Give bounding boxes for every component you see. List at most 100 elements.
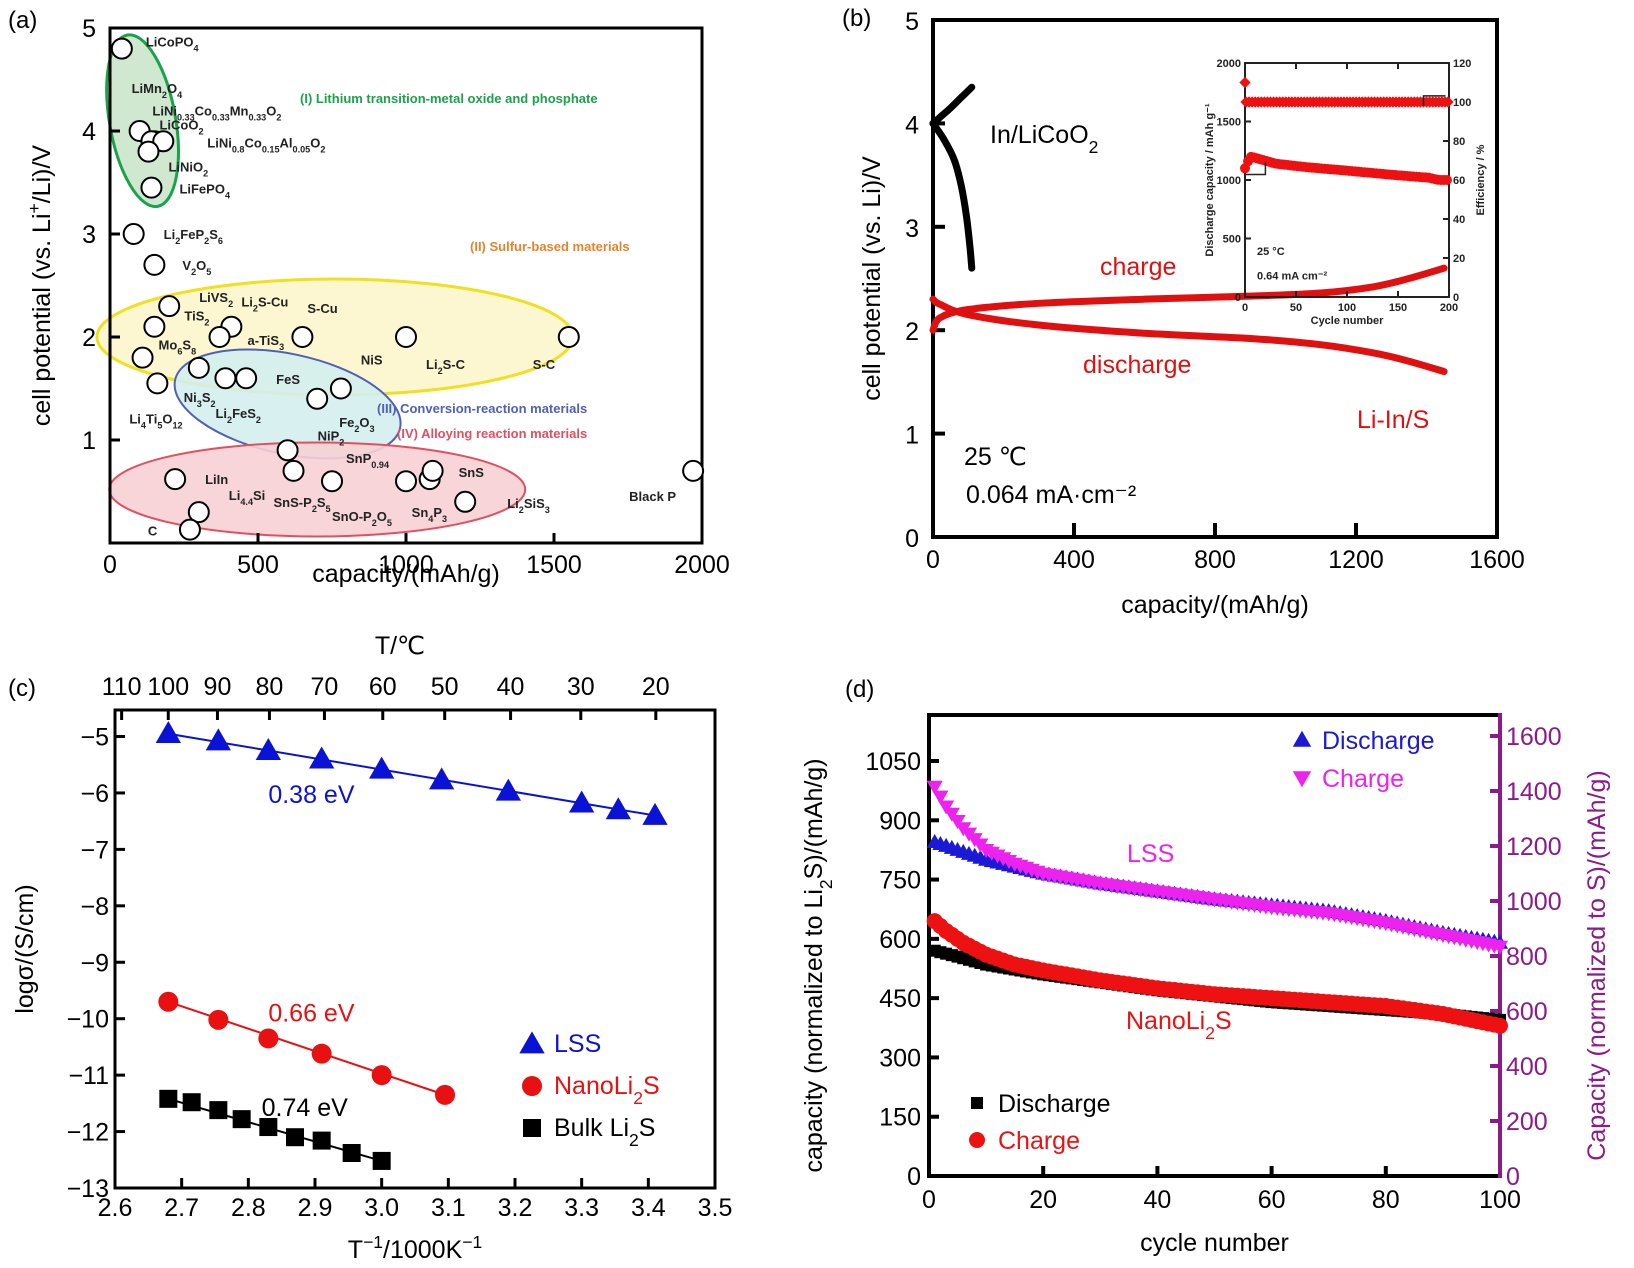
y-tick-label-b: 4 (905, 111, 919, 139)
point-label-a: Li2S-Cu (241, 295, 288, 314)
y-tick-label-right-d: 1600 (1506, 723, 1562, 751)
inset-y-label-left: Discharge capacity / mAh g⁻¹ (1204, 103, 1216, 256)
data-point-d (1492, 1017, 1508, 1034)
data-point-c (155, 721, 181, 744)
x-axis-label-c: T−1/1000K−1 (348, 1232, 482, 1264)
legend-marker-top-d (1292, 771, 1312, 788)
point-label-a: LiNiO2 (168, 160, 208, 179)
inset-arrow-right (1422, 95, 1446, 106)
data-point-c (605, 797, 631, 820)
inset-x-tick-label: 50 (1290, 302, 1302, 314)
data-point-c (259, 1118, 278, 1137)
data-point-c (209, 1101, 228, 1120)
x-tick-label-c: 2.6 (98, 1194, 133, 1222)
point-label-a: Mo6S8 (159, 338, 197, 357)
annotation-in-licoo2: In/LiCoO2 (990, 121, 1098, 157)
x-tick-label-c: 2.7 (164, 1194, 199, 1222)
annotation-discharge: discharge (1083, 351, 1191, 379)
y-tick-label-right-d: 0 (1506, 1163, 1520, 1191)
inset-efficiency-point (1442, 96, 1454, 108)
top-tick-label-c: 60 (369, 673, 397, 701)
data-point-a (158, 295, 181, 318)
region-I-title: (I) Lithium transition-metal oxide and p… (300, 91, 598, 106)
y-tick-label-c: −6 (80, 780, 109, 808)
x-tick-label-c: 2.9 (298, 1194, 333, 1222)
x-tick-label-b: 800 (1194, 546, 1236, 574)
data-point-d (938, 800, 955, 815)
inset-x-tick-label: 100 (1338, 302, 1356, 314)
x-tick-label-a: 1500 (526, 551, 582, 579)
data-point-a (321, 470, 343, 493)
data-point-a (454, 490, 477, 513)
annotation-current: 0.064 mA·cm⁻² (966, 481, 1136, 509)
annotation-li-in-s: Li-In/S (1357, 406, 1429, 434)
data-point-d (932, 790, 949, 805)
point-label-a: LiVS2 (199, 290, 233, 309)
data-point-c (182, 1093, 201, 1112)
inset-capacity-point (1441, 175, 1452, 185)
data-point-c (495, 778, 521, 801)
fit-line-c (168, 732, 656, 817)
y-tick-label-right-d: 1400 (1506, 778, 1562, 806)
legend-marker-bottom-d (969, 1132, 985, 1148)
top-tick-label-c: 110 (102, 673, 142, 701)
y-tick-label-left-d: 600 (879, 926, 921, 954)
x-axis-label-d: cycle number (1140, 1229, 1289, 1257)
x-tick-label-d: 60 (1258, 1186, 1286, 1214)
panel-label-b: (b) (842, 5, 871, 32)
data-point-a (276, 439, 299, 462)
point-label-a: Sn4P3 (412, 505, 447, 524)
y-tick-label-c: −8 (80, 893, 109, 921)
y-tick-label-right-d: 400 (1506, 1053, 1548, 1081)
legend-label-top-d: Discharge (1322, 727, 1435, 755)
x-tick-label-b: 0 (926, 546, 940, 574)
x-axis-label-b: capacity/(mAh/g) (1121, 591, 1309, 619)
point-label-a: LiIn (205, 472, 228, 487)
region-III-title: (III) Conversion-reaction materials (377, 401, 587, 416)
y-axis-label-right-d: Capacity (normalized to S)/(mAh/g) (1583, 770, 1611, 1160)
y-tick-label-left-d: 0 (907, 1163, 921, 1191)
point-label-a: NiS (361, 353, 383, 368)
point-label-a: Li2S-C (426, 357, 466, 376)
y-tick-label-c: −9 (80, 949, 109, 977)
point-label-a: LiFePO4 (179, 182, 231, 201)
x-axis-label-a: capacity/(mAh/g) (312, 560, 500, 588)
annotation-temp: 25 ℃ (964, 443, 1027, 471)
legend-marker-c (519, 1031, 545, 1054)
series-line-b (929, 119, 976, 272)
x-tick-label-c: 3.1 (431, 1194, 466, 1222)
data-point-a (110, 37, 133, 60)
activation-energy-label: 0.66 eV (268, 1000, 355, 1028)
point-label-a: Black P (629, 489, 676, 504)
data-point-a (143, 315, 166, 338)
y-tick-label-a: 2 (82, 324, 96, 352)
top-tick-label-c: 90 (204, 673, 232, 701)
legend-label-c: NanoLi2S (554, 1072, 660, 1108)
y-tick-label-c: −5 (80, 724, 109, 752)
x-tick-label-a: 2000 (674, 551, 730, 579)
y-tick-label-c: −12 (67, 1119, 109, 1147)
top-tick-label-c: 50 (431, 673, 459, 701)
data-point-a (421, 459, 444, 482)
y-tick-label-a: 5 (82, 15, 96, 43)
y-tick-label-right-d: 600 (1506, 998, 1548, 1026)
point-label-a: a-TiS3 (248, 333, 285, 352)
x-tick-label-a: 500 (237, 551, 279, 579)
data-point-c (569, 790, 595, 813)
point-label-a: Li2FeP2S6 (164, 227, 223, 246)
point-label-a: SnO-P2O5 (332, 509, 392, 528)
point-label-a: Li4Ti5O12 (129, 411, 182, 430)
data-point-a (329, 377, 352, 400)
x-tick-label-c: 3.2 (498, 1194, 533, 1222)
data-point-c (372, 1151, 391, 1170)
data-point-a (178, 518, 201, 541)
panel-b: (b)0 400 800 1200 1600012345capacity/(mAh/g)… (842, 5, 1525, 619)
inset-y-tick-label-right: 40 (1453, 214, 1465, 226)
data-point-a (187, 501, 210, 524)
x-tick-label-d: 80 (1372, 1186, 1400, 1214)
y-tick-label-b: 0 (905, 525, 919, 553)
inset-annotation-temp: 25 °C (1257, 246, 1285, 258)
inset-x-label: Cycle number (1311, 315, 1384, 327)
point-label-a: LiMn2O4 (132, 81, 184, 100)
y-tick-label-a: 1 (82, 427, 96, 455)
